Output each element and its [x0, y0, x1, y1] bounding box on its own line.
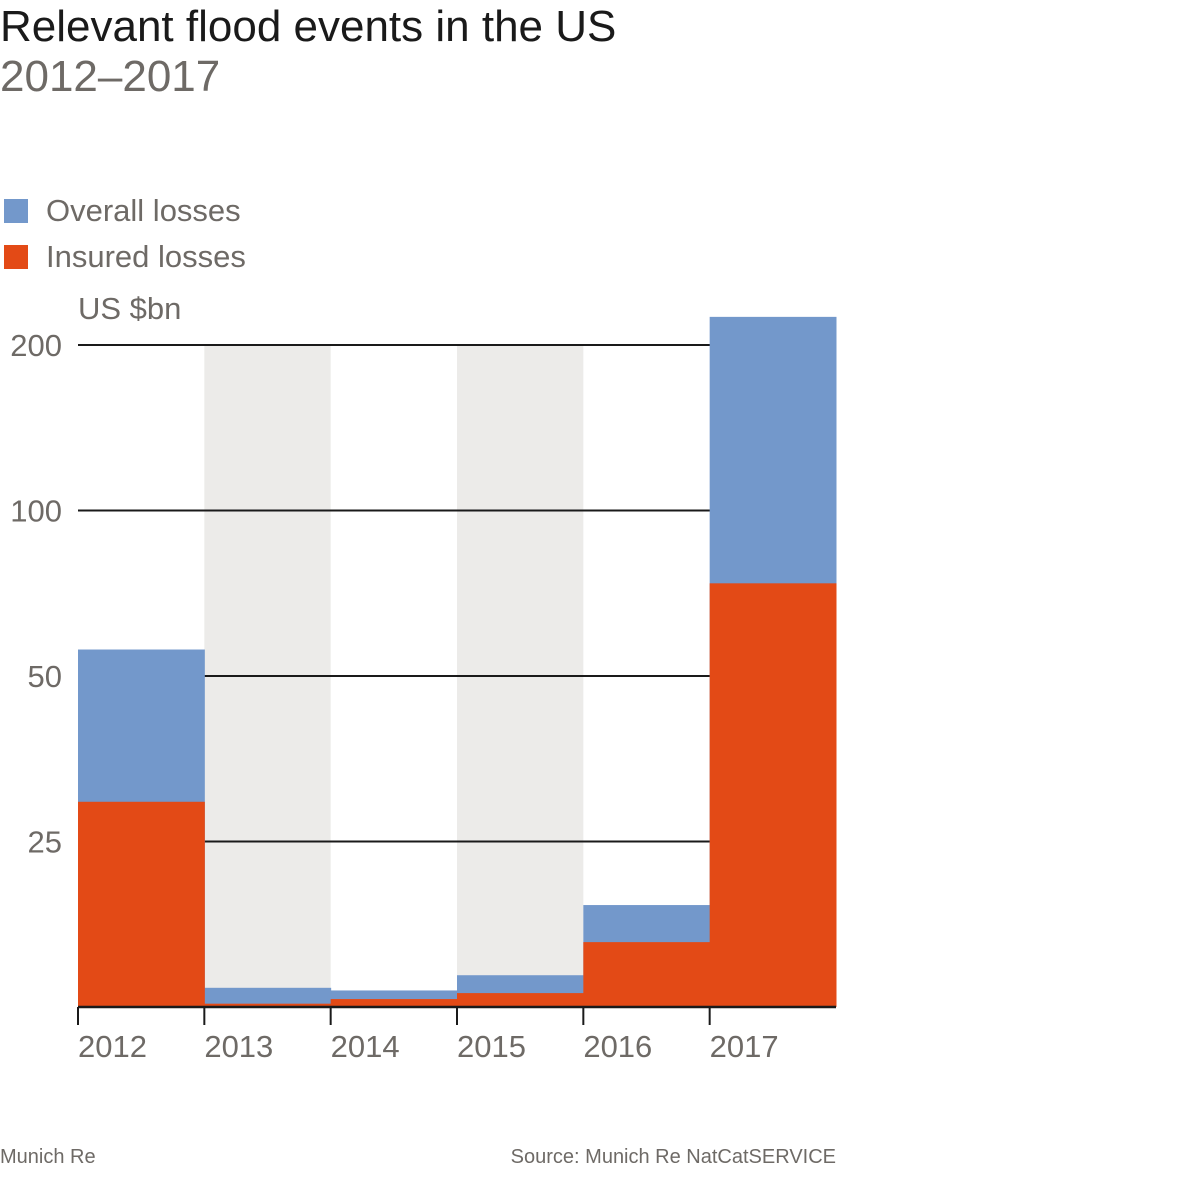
legend-swatch-insured	[4, 245, 28, 269]
legend: Overall losses Insured losses	[4, 188, 246, 280]
y-tick-label: 100	[10, 494, 62, 529]
x-tick-label: 2015	[457, 1029, 526, 1064]
y-tick-label: 25	[28, 825, 62, 860]
bar-overall-2013	[204, 987, 332, 1007]
legend-label-overall: Overall losses	[46, 193, 241, 228]
y-tick-label: 50	[28, 659, 62, 694]
bar-insured-2014	[330, 999, 458, 1007]
legend-label-insured: Insured losses	[46, 239, 246, 274]
bar-insured-2013	[204, 1003, 332, 1007]
legend-swatch-overall	[4, 199, 28, 223]
x-tick-label: 2012	[78, 1029, 147, 1064]
x-tick-label: 2013	[204, 1029, 273, 1064]
bar-insured-2012	[78, 801, 205, 1007]
bar-insured-2015	[457, 993, 584, 1007]
x-tick-label: 2017	[710, 1029, 779, 1064]
footer-source: Source: Munich Re NatCatSERVICE	[510, 1146, 836, 1168]
bar-insured-2016	[583, 942, 711, 1007]
legend-item-insured: Insured losses	[4, 234, 246, 280]
chart-title: Relevant flood events in the US	[0, 2, 617, 51]
x-tick-label: 2016	[583, 1029, 652, 1064]
chart-subtitle: 2012–2017	[0, 52, 221, 101]
y-tick-label: 200	[10, 328, 62, 363]
y-axis-label: US $bn	[78, 291, 181, 326]
bar-insured-2017	[709, 583, 837, 1007]
footer-brand: Munich Re	[0, 1146, 96, 1168]
x-tick-label: 2014	[331, 1029, 400, 1064]
legend-item-overall: Overall losses	[4, 188, 246, 234]
